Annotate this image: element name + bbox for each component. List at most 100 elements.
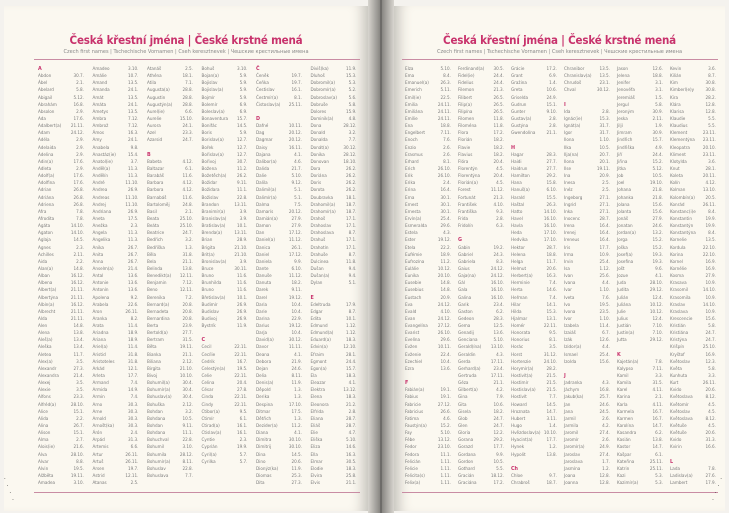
name-text: Adriána [38, 195, 54, 201]
name-entry: František 4.10. [458, 202, 512, 209]
name-day-date: 24.7. [182, 138, 193, 144]
name-text: Etela [405, 245, 416, 251]
name-text: Kilián [670, 74, 682, 80]
name-entry: Hedvika 17.10. [511, 237, 565, 244]
name-entry: Dylan 5.1. [311, 280, 365, 287]
name-entry: Čeňka 19.7. [256, 80, 310, 87]
name-day-date: 12.7. [236, 145, 248, 151]
name-entry: Evarist 26.10. [405, 330, 459, 337]
name-text: Kvirin [670, 445, 682, 451]
name-day-date: 21.11. [70, 316, 84, 322]
name-text: Darie [256, 309, 268, 315]
name-day-date: 28.10. [649, 281, 663, 287]
name-entry: Jana 24.5. [564, 409, 618, 416]
name-text: Gabin [458, 245, 471, 251]
name-text: César [201, 388, 214, 394]
name-entry: Dobromil(a) 5.3. [311, 80, 365, 87]
name-day-date: 11.4. [127, 324, 139, 330]
name-text: Isa [564, 266, 570, 272]
name-entry: Ctibor(a) 9.5. [202, 409, 256, 416]
name-entry: Kim 30.8. [670, 80, 724, 87]
name-text: Gothard [458, 466, 475, 472]
name-text: Jaroslav [564, 452, 581, 458]
name-entry: Kateřina 25.11. [617, 459, 671, 466]
name-entry: Ilka 10.5. [564, 145, 618, 152]
name-entry: Arne 30.3. [93, 409, 147, 416]
name-day-date: 26.11. [125, 452, 139, 458]
name-text: Borislav(a) [201, 138, 224, 144]
name-text: Emanuel(a) [405, 81, 429, 87]
name-text: Kornélie [670, 266, 687, 272]
name-entry: Jordan(a) 13.2. [617, 230, 671, 237]
name-day-date: 24.3. [493, 252, 504, 258]
name-text: Atila [147, 81, 157, 87]
name-entry: Jozue 4.1. [617, 273, 671, 280]
name-day-date: 9.4. [348, 266, 357, 272]
name-entry: Athéna 18.1. [147, 73, 201, 80]
name-entry: Klarisa 12.8. [670, 109, 724, 116]
name-day-date: 4.12. [705, 181, 716, 187]
name-entry: Beáta 25.10. [147, 223, 201, 230]
name-text: Egmont [310, 359, 327, 365]
header-rule [34, 59, 360, 61]
name-text: Ctibor(a) [201, 409, 220, 415]
name-day-date: 17.12. [288, 231, 302, 237]
name-day-date: 8.11. [182, 459, 193, 465]
name-text: Diviš(ka) [310, 67, 329, 72]
name-entry: Havel 16.10. [511, 216, 565, 223]
name-day-date: 23.4. [493, 302, 504, 308]
name-day-date: 19.9. [236, 445, 248, 451]
name-text: Hynek [511, 445, 525, 451]
name-entry: Angela 11.3. [93, 230, 147, 237]
name-entry: Amand 13.5. [93, 80, 147, 87]
name-text: Anastáz(ie) [92, 152, 116, 158]
name-day-date: 17.7. [127, 374, 139, 380]
name-day-date: 7.12. [182, 281, 193, 287]
name-entry: Dalibor(a) 4.6. [256, 159, 310, 166]
name-day-date: 21.9. [291, 359, 302, 365]
name-text: Alma [38, 438, 49, 444]
name-entry: Kolman 13.10. [670, 187, 724, 194]
name-entry: Božetěch(a) 26.2. [202, 173, 256, 180]
name-text: Kristiána [670, 331, 689, 337]
name-entry: Jiřina 15.2. [617, 159, 671, 166]
name-text: Iris [564, 245, 571, 251]
name-entry: Budivoj 26.9. [202, 316, 256, 323]
name-text: Klaudie [670, 116, 686, 122]
name-day-date: 3.9. [239, 209, 248, 215]
name-entry: Božidar 9.11. [202, 180, 256, 187]
name-text: Geraldin [458, 352, 476, 358]
name-day-date: 19.5. [73, 466, 84, 472]
name-entry: Erna 30.1. [405, 195, 459, 202]
name-text: Čeněk [256, 74, 269, 80]
name-entry: Horst 31.12. [511, 352, 565, 359]
name-day-date: 2.3. [130, 224, 139, 230]
name-entry: Darie 10.4. [256, 309, 310, 316]
name-entry: Dora 26.2. [311, 166, 365, 173]
name-text: Čestislav [256, 88, 275, 94]
name-text: Květa [670, 366, 682, 372]
name-entry: Krišpín 25.10. [670, 344, 724, 351]
name-entry: Dimitra 30.10. [256, 437, 310, 444]
name-day-date: 4.10. [440, 309, 451, 315]
name-entry: Dionýz(ka) 11.9. [256, 466, 310, 473]
name-text: Augusta(a) [147, 88, 170, 94]
name-text: Emilia [405, 102, 418, 108]
name-text: Ernesta [405, 209, 421, 215]
name-entry: Anselm(a) 21.4. [93, 266, 147, 273]
name-text: Gordana [458, 452, 476, 458]
name-day-date: 10.12. [437, 266, 451, 272]
name-text: Aleš(a) [38, 338, 53, 344]
name-text: Hugo [511, 424, 522, 430]
name-text: Hortenzie [511, 359, 531, 365]
name-entry: Elvira 25.8. [311, 473, 365, 480]
name-entry: Běla 31.8. [147, 252, 201, 259]
name-entry: Chranislav(a) 13.5. [564, 73, 618, 80]
name-day-date: 6.9. [549, 74, 557, 80]
name-entry: Helena 18.8. [511, 252, 565, 259]
name-day-date: 10.9. [599, 252, 610, 258]
name-text: Amadeo [92, 67, 110, 72]
name-entry: Evald 4.10. [405, 309, 459, 316]
name-entry: Hana 15.8. [511, 180, 565, 187]
name-day-date: 1.4. [549, 81, 557, 87]
